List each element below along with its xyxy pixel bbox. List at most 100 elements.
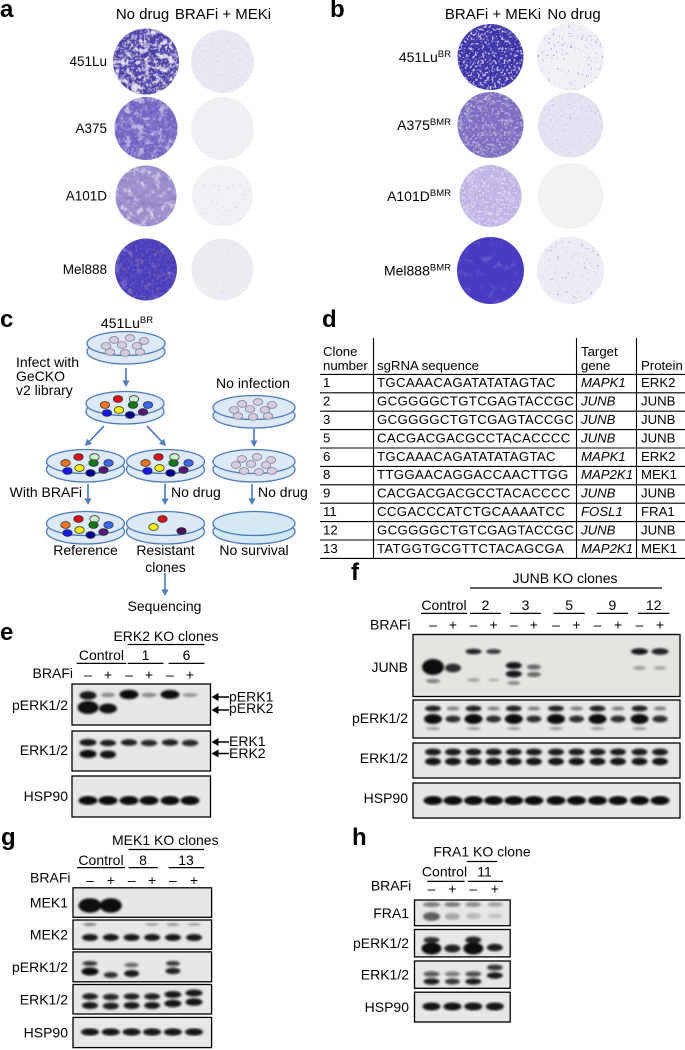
svg-text:ERK2: ERK2	[229, 745, 266, 761]
svg-text:12: 12	[323, 522, 338, 537]
svg-text:MEK1: MEK1	[641, 467, 677, 482]
svg-text:BRAFi + MEKi: BRAFi + MEKi	[445, 6, 541, 23]
svg-text:+: +	[186, 667, 194, 683]
svg-text:CCGACCCATCTGCAAAATCC: CCGACCCATCTGCAAAATCC	[377, 504, 565, 519]
svg-text:Control: Control	[422, 864, 467, 880]
svg-text:2: 2	[482, 597, 490, 613]
svg-text:JUNB: JUNB	[641, 412, 676, 427]
svg-text:FRA1: FRA1	[373, 905, 409, 921]
svg-text:JUNB: JUNB	[580, 430, 616, 445]
svg-text:–: –	[169, 872, 177, 888]
svg-text:pERK1: pERK1	[229, 689, 274, 705]
svg-text:MAP2K1: MAP2K1	[581, 541, 633, 556]
svg-text:ERK2 KO clones: ERK2 KO clones	[113, 628, 218, 644]
svg-text:–: –	[128, 872, 136, 888]
svg-text:HSP90: HSP90	[365, 999, 410, 1015]
svg-text:+: +	[448, 881, 456, 897]
svg-text:MEK1 KO clones: MEK1 KO clones	[112, 832, 219, 848]
svg-text:clones: clones	[145, 559, 185, 575]
svg-text:1: 1	[142, 647, 150, 663]
svg-text:No drug: No drug	[258, 484, 308, 500]
svg-text:Infect with: Infect with	[16, 354, 79, 370]
svg-text:Clone: Clone	[323, 344, 357, 359]
svg-text:3: 3	[323, 412, 330, 427]
svg-text:8: 8	[323, 467, 330, 482]
svg-text:+: +	[656, 617, 664, 633]
svg-text:pERK1/2: pERK1/2	[353, 935, 409, 951]
svg-text:JUNB: JUNB	[580, 486, 616, 501]
svg-text:–: –	[510, 617, 518, 633]
svg-text:c: c	[0, 306, 13, 333]
svg-text:6: 6	[183, 647, 191, 663]
svg-text:No survival: No survival	[219, 542, 288, 558]
svg-text:d: d	[322, 306, 337, 333]
svg-text:pERK1/2: pERK1/2	[12, 959, 68, 975]
svg-text:HSP90: HSP90	[24, 1025, 69, 1041]
svg-text:–: –	[429, 617, 437, 633]
svg-text:JUNB: JUNB	[641, 430, 676, 445]
svg-text:A375: A375	[75, 121, 107, 136]
svg-text:11: 11	[323, 504, 337, 519]
svg-text:+: +	[490, 617, 498, 633]
svg-text:JUNB: JUNB	[580, 394, 616, 409]
svg-text:11: 11	[477, 864, 492, 880]
svg-text:–: –	[86, 872, 94, 888]
svg-text:TGCAAACAGATATATAGTAC: TGCAAACAGATATATAGTAC	[377, 375, 556, 390]
svg-text:5: 5	[323, 430, 330, 445]
svg-text:gene: gene	[581, 358, 610, 373]
svg-text:number: number	[323, 358, 368, 373]
svg-text:GCGGGGCTGTCGAGTACCGC: GCGGGGCTGTCGAGTACCGC	[377, 412, 574, 427]
svg-text:–: –	[84, 667, 92, 683]
svg-text:GCGGGGCTGTCGAGTACCGC: GCGGGGCTGTCGAGTACCGC	[377, 394, 574, 409]
svg-text:6: 6	[323, 449, 330, 464]
svg-text:Resistant: Resistant	[136, 542, 194, 558]
svg-text:No drug: No drug	[171, 484, 221, 500]
svg-text:MEK2: MEK2	[30, 927, 68, 943]
svg-text:Control: Control	[79, 647, 124, 663]
svg-text:GeCKO: GeCKO	[16, 368, 65, 384]
svg-text:1: 1	[323, 375, 330, 390]
svg-text:CACGACGACGCCTACACCCC: CACGACGACGCCTACACCCC	[377, 430, 571, 445]
svg-text:+: +	[145, 667, 153, 683]
svg-text:ERK1/2: ERK1/2	[361, 967, 409, 983]
svg-text:13: 13	[178, 852, 194, 868]
svg-text:8: 8	[139, 852, 147, 868]
svg-text:12: 12	[646, 597, 662, 613]
svg-text:No drug: No drug	[547, 6, 600, 23]
svg-text:+: +	[104, 667, 112, 683]
svg-text:FRA1 KO clone: FRA1 KO clone	[433, 843, 530, 859]
svg-text:CACGACGACGCCTACACCCC: CACGACGACGCCTACACCCC	[377, 486, 571, 501]
svg-text:BRAFi: BRAFi	[370, 617, 410, 633]
svg-text:+: +	[190, 872, 198, 888]
svg-text:MAP2K1: MAP2K1	[581, 467, 633, 482]
svg-text:MEK1: MEK1	[641, 541, 677, 556]
svg-text:Sequencing: Sequencing	[128, 598, 202, 614]
svg-text:Protein: Protein	[641, 358, 683, 373]
svg-text:TTGGAACAGGACCAACTTGG: TTGGAACAGGACCAACTTGG	[377, 467, 569, 482]
svg-text:Control: Control	[421, 597, 466, 613]
svg-text:g: g	[1, 824, 16, 851]
svg-text:f: f	[351, 559, 360, 586]
svg-text:JUNB: JUNB	[580, 522, 616, 537]
svg-text:–: –	[470, 617, 478, 633]
svg-text:MAPK1: MAPK1	[581, 449, 626, 464]
svg-text:e: e	[0, 619, 13, 646]
svg-text:sgRNA sequence: sgRNA sequence	[377, 358, 479, 373]
svg-text:–: –	[125, 667, 133, 683]
svg-text:JUNB: JUNB	[641, 394, 676, 409]
svg-text:ERK1/2: ERK1/2	[20, 742, 68, 758]
svg-text:JUNB: JUNB	[580, 412, 616, 427]
svg-text:Reference: Reference	[53, 542, 118, 558]
svg-text:2: 2	[323, 394, 330, 409]
svg-text:9: 9	[609, 597, 617, 613]
svg-text:FOSL1: FOSL1	[581, 504, 623, 519]
svg-text:+: +	[107, 872, 115, 888]
svg-text:a: a	[0, 0, 14, 23]
svg-text:–: –	[469, 881, 477, 897]
svg-text:+: +	[530, 617, 538, 633]
svg-text:–: –	[552, 617, 560, 633]
svg-text:pERK2: pERK2	[229, 700, 274, 716]
svg-text:GCGGGGCTGTCGAGTACCGC: GCGGGGCTGTCGAGTACCGC	[377, 522, 574, 537]
svg-text:451Lu: 451Lu	[69, 54, 107, 69]
svg-text:9: 9	[323, 486, 330, 501]
